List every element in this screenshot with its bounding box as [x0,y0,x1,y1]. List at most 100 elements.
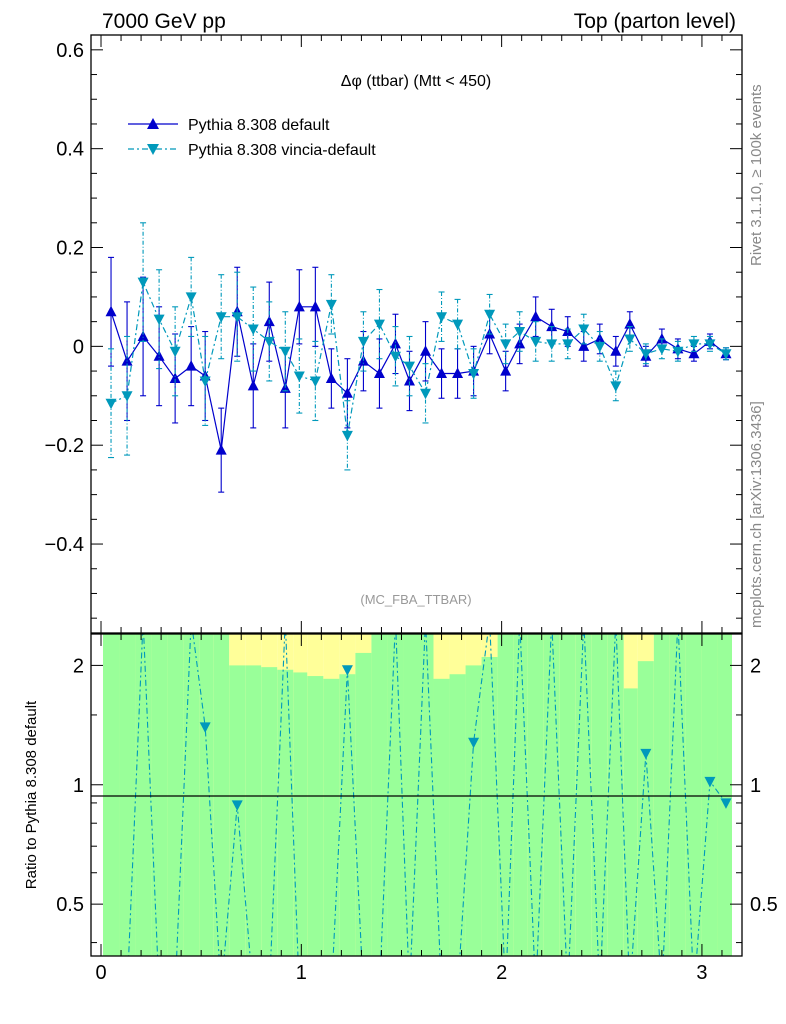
data-point [546,320,558,332]
data-point [215,444,227,455]
band-green [449,674,466,956]
header-right: Top (parton level) [574,10,736,33]
legend-entry-default: Pythia 8.308 default [128,117,330,134]
data-point [403,361,415,373]
ratio-series [128,634,732,956]
ratio-point [468,737,480,749]
data-point [341,430,353,442]
mcplots-label: mcplots.cern.ch [arXiv:1306.3436] [748,401,765,628]
data-point [247,379,259,391]
data-point [656,344,668,355]
data-point [704,339,716,350]
analysis-label: (MC_FBA_TTBAR) [360,592,471,607]
ratio-panel: 0.5 0.5 1 1 2 2 0 1 2 3 Ratio to Pythia 8.308 def… [23,633,778,984]
data-point [688,347,700,359]
data-point [500,365,512,376]
band-green [355,652,372,956]
ratio-frame [90,633,743,957]
band-green [575,634,592,956]
header-left: 7000 GeV pp [102,10,226,33]
data-point [514,327,526,338]
band-green [403,634,418,956]
data-point [389,351,401,363]
ratio-y-tick-label-right: 2 [750,655,761,677]
ratio-y-tick-label-left: 0.5 [56,894,84,916]
ratio-y-tick-label-right: 0.5 [750,894,778,916]
x-tick-label: 1 [296,962,307,984]
band-green [183,634,200,956]
data-point [293,371,305,383]
ratio-y-tick-label-left: 2 [73,655,84,677]
band-green [607,634,624,956]
y-tick-label: −0.4 [45,534,84,556]
band-green [513,634,528,956]
data-point [309,300,321,312]
data-point [420,345,432,356]
legend-marker-vincia [147,144,159,155]
band-green [135,634,152,956]
band-green [559,634,576,956]
data-point [185,360,197,371]
data-point [578,324,590,336]
data-point [263,336,275,348]
data-point [309,376,321,387]
data-point [403,374,415,386]
data-point [199,376,211,387]
band-green [637,661,654,956]
y-tick-label: 0 [73,336,84,358]
ratio-line [128,634,727,956]
data-point [137,330,149,341]
data-point [373,319,385,331]
data-point [672,346,684,358]
ratio-point [341,665,353,676]
data-point [420,388,432,400]
data-point [105,305,117,317]
data-point [610,381,622,392]
data-point [121,391,133,402]
band-green [371,634,388,956]
band-green [527,634,544,956]
main-panel: 0.6 0.4 0.2 0 −0.2 −0.4 Δφ (ttbar) (Mtt < 450… [45,34,743,634]
data-point [624,334,636,345]
legend: Pythia 8.308 default Pythia 8.308 vincia… [128,117,376,159]
data-point [105,398,117,410]
band-green [261,667,278,956]
ratio-y-tick-label-left: 1 [73,775,84,797]
main-series [105,222,732,493]
band-green [387,634,404,956]
y-tick-label: 0.2 [56,238,84,260]
band-green [701,634,718,956]
data-point [373,367,385,379]
band-green [685,634,702,956]
data-point [231,312,243,323]
band-green [323,678,340,956]
data-point [153,314,165,326]
ratio-ticks: 0.5 0.5 1 1 2 2 0 1 2 3 [56,634,778,984]
ratio-bands [103,634,732,956]
data-point [169,372,181,383]
ratio-y-tick-label-right: 1 [750,775,761,797]
series-vincia [105,222,732,471]
band-green [543,634,560,956]
band-green [213,634,230,956]
data-point [357,336,369,348]
ratio-point [720,798,732,809]
y-tick-label: 0.4 [56,139,84,161]
data-point [530,336,542,348]
data-point [325,372,337,383]
data-point [640,349,652,360]
plot-title: Δφ (ttbar) (Mtt < 450) [341,73,491,90]
data-point [436,312,448,323]
data-point [436,367,448,379]
data-point [624,318,636,329]
band-green [103,634,120,956]
y-tick-label: 0.6 [56,40,84,62]
ratio-point [704,776,716,788]
band-green [623,688,638,956]
data-point [610,345,622,356]
ratio-point [199,722,211,733]
band-green [307,676,324,956]
band-green [481,656,498,956]
band-green [717,634,732,956]
ratio-point [231,800,243,811]
